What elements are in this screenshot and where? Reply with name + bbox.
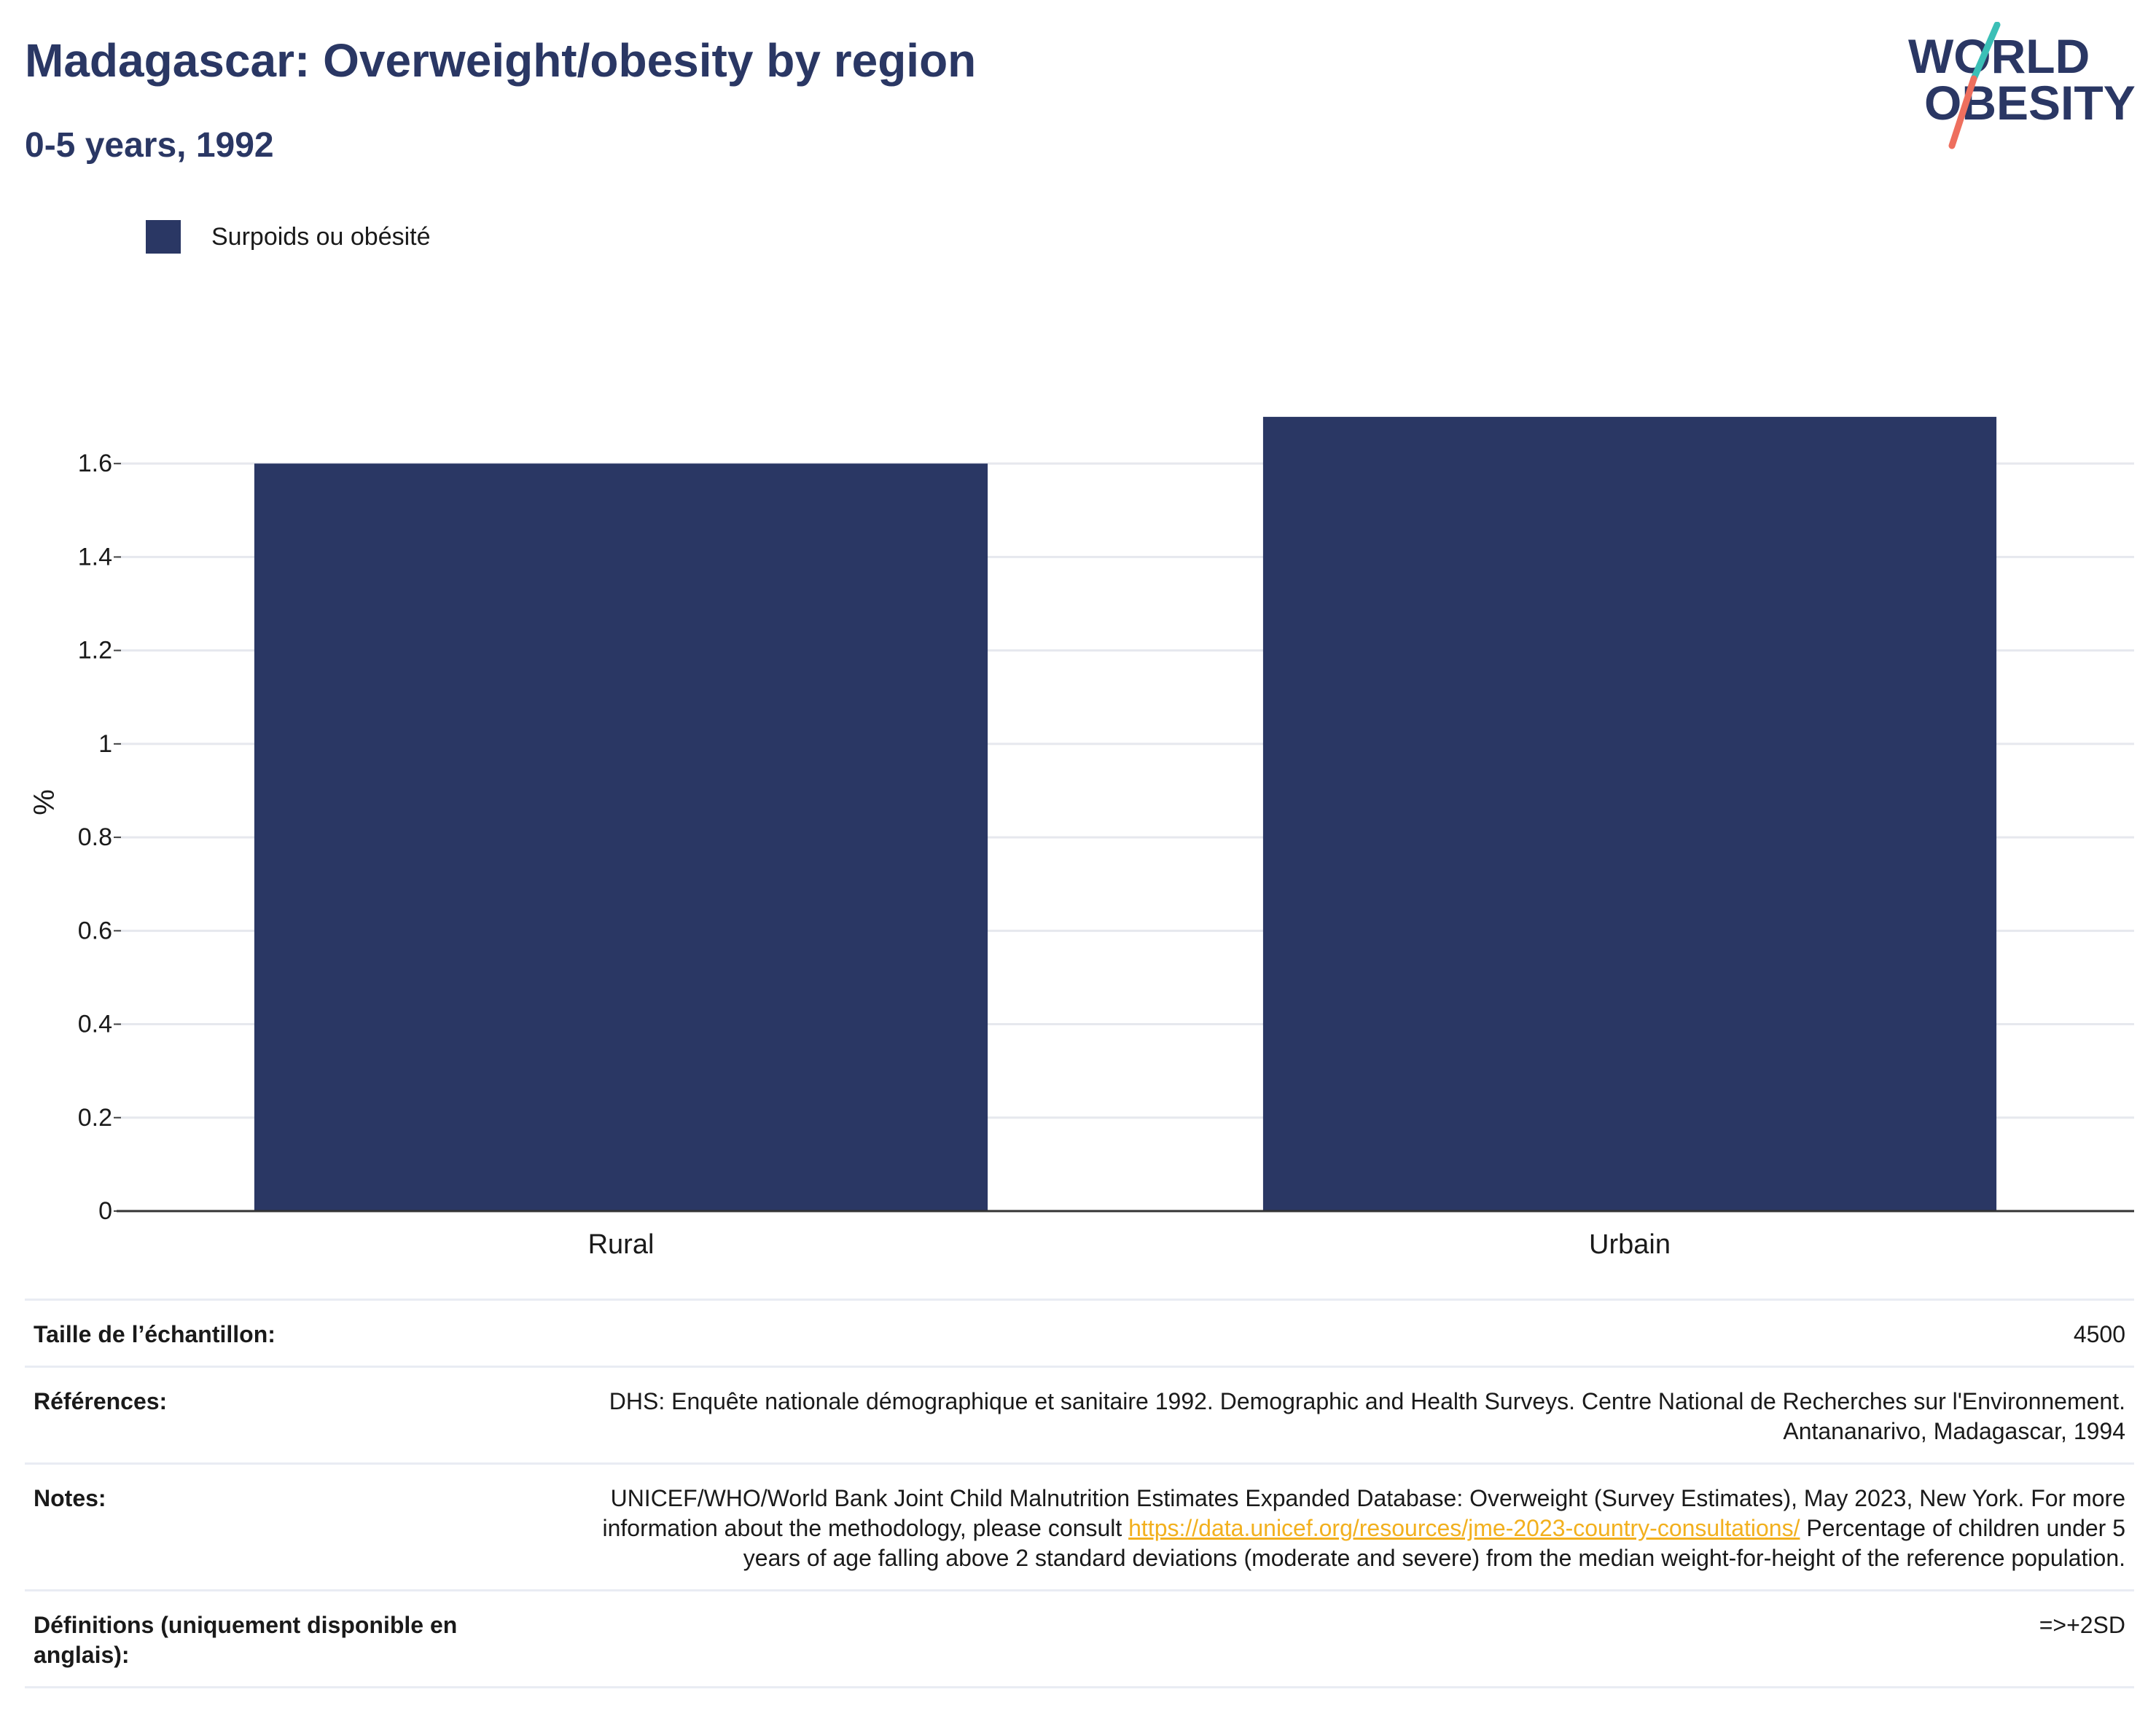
info-row-definitions: Définitions (uniquement disponible en an… (25, 1589, 2134, 1688)
sample-size-value: 4500 (2073, 1321, 2125, 1347)
y-tick-label: 0 (98, 1197, 112, 1225)
info-row-notes: Notes: UNICEF/WHO/World Bank Joint Child… (25, 1462, 2134, 1589)
legend-label-series: Surpoids ou obésité (211, 222, 431, 251)
references-value: DHS: Enquête nationale démographique et … (609, 1388, 2125, 1444)
y-tick-label: 0.4 (78, 1011, 112, 1038)
y-tick-label: 1 (98, 730, 112, 758)
x-tick-label: Rural (588, 1229, 655, 1260)
references-label: Références: (34, 1388, 168, 1414)
legend-swatch-series (146, 220, 181, 254)
chart-subtitle: 0-5 years, 1992 (25, 126, 274, 165)
notes-label: Notes: (34, 1485, 106, 1511)
y-axis-label: % (28, 789, 60, 815)
y-tick-label: 0.2 (78, 1104, 112, 1132)
x-tick-label: Urbain (1589, 1229, 1671, 1260)
y-tick-label: 0.6 (78, 917, 112, 944)
info-row-references: Références: DHS: Enquête nationale démog… (25, 1366, 2134, 1462)
info-table: Taille de l’échantillon: 4500 Références… (25, 1299, 2134, 1688)
chart-title: Madagascar: Overweight/obesity by region (25, 34, 977, 87)
chart-legend[interactable]: Surpoids ou obésité (146, 219, 431, 255)
info-row-sample: Taille de l’échantillon: 4500 (25, 1299, 2134, 1366)
y-tick-label: 1.4 (78, 543, 112, 571)
world-obesity-logo: WORLD OBESITY (1908, 22, 2136, 149)
definitions-value: =>+2SD (2039, 1612, 2125, 1638)
y-tick-label: 1.2 (78, 637, 112, 665)
bar-urbain (1262, 417, 1997, 1211)
logo-slash-bottom (1948, 75, 1977, 149)
bar-rural (254, 463, 988, 1212)
logo-line1: WORLD (1908, 29, 2090, 83)
notes-value: UNICEF/WHO/World Bank Joint Child Malnut… (595, 1484, 2125, 1573)
definitions-label: Définitions (uniquement disponible en an… (34, 1612, 458, 1668)
notes-text-before: UNICEF/WHO/World Bank Joint Child Malnut… (602, 1485, 2125, 1541)
logo-slash-top (1970, 22, 2001, 82)
bar-chart: 0 0.2 0.4 0.6 0.8 1 1.2 1.4 1.6 Rural Urbain% (28, 417, 2134, 1260)
y-tick-label: 1.6 (78, 450, 112, 477)
sample-size-label: Taille de l’échantillon: (34, 1321, 276, 1347)
y-tick-label: 0.8 (78, 823, 112, 851)
notes-link[interactable]: https://data.unicef.org/resources/jme-20… (1128, 1515, 1800, 1541)
notes-text-after: Percentage of children under 5 years of … (743, 1515, 2125, 1571)
